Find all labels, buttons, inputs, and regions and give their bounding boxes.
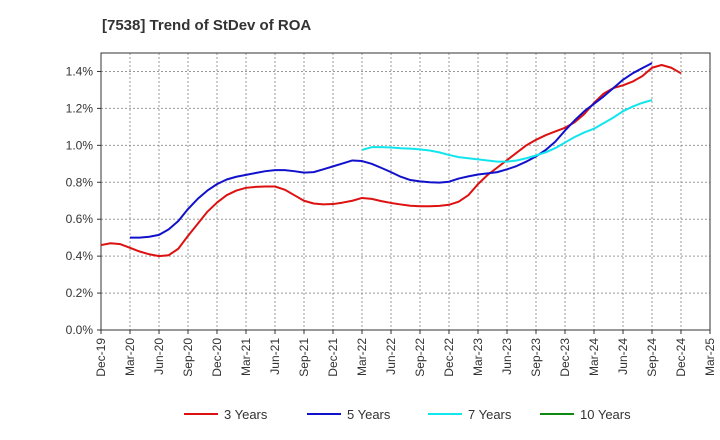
y-tick-label: 0.6% <box>66 212 94 226</box>
x-tick-label: Dec-20 <box>210 338 224 377</box>
x-tick-label: Sep-23 <box>529 338 543 377</box>
legend-item: 3 Years <box>184 407 268 422</box>
legend-item: 7 Years <box>428 407 512 422</box>
x-tick-label: Dec-19 <box>94 338 108 377</box>
x-tick-label: Dec-23 <box>558 338 572 377</box>
y-tick-label: 1.4% <box>66 64 94 78</box>
legend-item: 10 Years <box>540 407 631 422</box>
x-tick-label: Sep-22 <box>413 338 427 377</box>
legend-label: 7 Years <box>468 407 512 422</box>
x-tick-label: Mar-21 <box>239 338 253 376</box>
legend-label: 5 Years <box>347 407 391 422</box>
x-tick-label: Sep-20 <box>181 338 195 377</box>
series-lines <box>100 62 682 258</box>
x-tick-label: Mar-24 <box>587 338 601 376</box>
legend-label: 10 Years <box>580 407 631 422</box>
plot-area-border <box>100 52 711 331</box>
x-tick-label: Sep-24 <box>645 338 659 377</box>
x-tick-label: Dec-24 <box>674 338 688 377</box>
x-tick-label: Jun-23 <box>500 338 514 375</box>
x-tick-label: Jun-20 <box>152 338 166 375</box>
x-tick-label: Mar-22 <box>355 338 369 376</box>
x-tick-label: Sep-21 <box>297 338 311 377</box>
x-tick-label: Mar-23 <box>471 338 485 376</box>
y-tick-label: 0.8% <box>66 175 94 189</box>
legend-item: 5 Years <box>307 407 391 422</box>
legend: 3 Years 5 Years 7 Years 10 Years <box>184 407 631 422</box>
x-tick-label: Jun-21 <box>268 338 282 375</box>
y-tick-label: 1.2% <box>66 101 94 115</box>
x-tick-label: Dec-21 <box>326 338 340 377</box>
x-tick-label: Jun-24 <box>616 338 630 375</box>
y-tick-label: 0.2% <box>66 286 94 300</box>
grid <box>100 53 711 331</box>
series-line-5-years <box>130 62 653 239</box>
series-line-7-years <box>361 99 653 163</box>
chart-title: [7538] Trend of StDev of ROA <box>102 17 311 34</box>
x-axis: Dec-19 Mar-20 Jun-20 Sep-20 Dec-20 Mar-21 Jun-… <box>94 330 717 377</box>
series-line-3-years <box>100 64 682 258</box>
y-tick-label: 0.4% <box>66 249 94 263</box>
legend-label: 3 Years <box>224 407 268 422</box>
x-tick-label: Jun-22 <box>384 338 398 375</box>
x-tick-label: Mar-20 <box>123 338 137 376</box>
x-tick-label: Mar-25 <box>703 338 717 376</box>
y-axis: 0.0% 0.2% 0.4% 0.6% 0.8% 1.0% 1.2% 1.4% <box>66 64 101 337</box>
x-tick-label: Dec-22 <box>442 338 456 377</box>
y-tick-label: 0.0% <box>66 323 94 337</box>
y-tick-label: 1.0% <box>66 138 94 152</box>
